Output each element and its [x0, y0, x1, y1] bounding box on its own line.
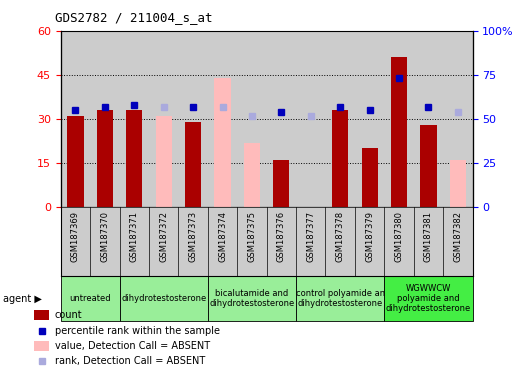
Text: GSM187380: GSM187380	[394, 211, 403, 262]
Text: GSM187375: GSM187375	[248, 211, 257, 262]
Bar	[332, 110, 348, 207]
Text: percentile rank within the sample: percentile rank within the sample	[55, 326, 220, 336]
Bar	[274, 160, 289, 207]
Bar	[420, 125, 437, 207]
Bar	[208, 276, 296, 321]
Bar	[68, 116, 83, 207]
Text: GSM187376: GSM187376	[277, 211, 286, 262]
Bar	[34, 310, 49, 320]
Bar	[34, 341, 49, 351]
Text: GSM187382: GSM187382	[454, 211, 463, 262]
Text: dihydrotestosterone: dihydrotestosterone	[121, 294, 206, 303]
Text: GSM187374: GSM187374	[218, 211, 227, 262]
Text: GSM187378: GSM187378	[336, 211, 345, 262]
Bar	[214, 78, 231, 207]
Text: GSM187370: GSM187370	[100, 211, 109, 262]
Bar	[126, 110, 143, 207]
Text: value, Detection Call = ABSENT: value, Detection Call = ABSENT	[55, 341, 210, 351]
Text: control polyamide an
dihydrotestosterone: control polyamide an dihydrotestosterone	[296, 289, 385, 308]
Text: GSM187371: GSM187371	[130, 211, 139, 262]
Text: count: count	[55, 310, 82, 320]
Text: GSM187369: GSM187369	[71, 211, 80, 262]
Bar	[296, 276, 384, 321]
Text: WGWWCW
polyamide and
dihydrotestosterone: WGWWCW polyamide and dihydrotestosterone	[386, 284, 471, 313]
Text: GSM187379: GSM187379	[365, 211, 374, 262]
Bar	[97, 110, 113, 207]
Text: bicalutamide and
dihydrotestosterone: bicalutamide and dihydrotestosterone	[209, 289, 295, 308]
Bar	[450, 160, 466, 207]
Text: GSM187381: GSM187381	[424, 211, 433, 262]
Text: GDS2782 / 211004_s_at: GDS2782 / 211004_s_at	[55, 11, 213, 24]
Text: agent ▶: agent ▶	[3, 293, 42, 304]
Text: rank, Detection Call = ABSENT: rank, Detection Call = ABSENT	[55, 356, 205, 366]
Text: GSM187372: GSM187372	[159, 211, 168, 262]
Bar	[244, 142, 260, 207]
Bar	[384, 276, 473, 321]
Text: GSM187373: GSM187373	[188, 211, 197, 262]
Bar	[185, 122, 201, 207]
Bar	[391, 57, 407, 207]
Text: untreated: untreated	[69, 294, 111, 303]
Bar	[119, 276, 208, 321]
Bar	[61, 276, 119, 321]
Bar	[362, 149, 378, 207]
Bar	[156, 116, 172, 207]
Text: GSM187377: GSM187377	[306, 211, 315, 262]
